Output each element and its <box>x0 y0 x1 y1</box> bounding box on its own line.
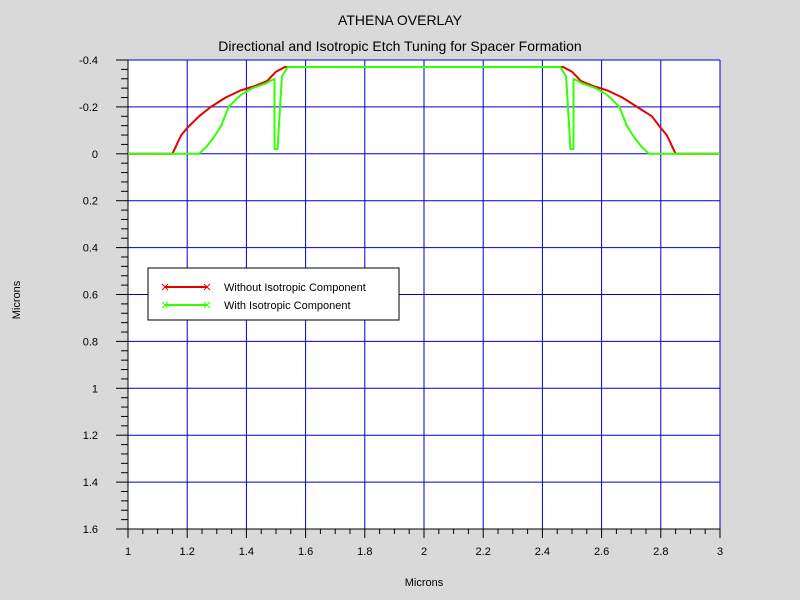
legend-label: Without Isotropic Component <box>224 282 366 294</box>
x-tick-label: 1 <box>125 546 131 558</box>
legend-marker <box>203 283 211 291</box>
x-tick-label: 3 <box>717 546 723 558</box>
y-tick-label: -0.2 <box>79 102 98 114</box>
y-tick-label: 1.4 <box>83 477 98 489</box>
y-tick-label: 0.8 <box>83 336 98 348</box>
y-tick-label: 0.6 <box>83 290 98 302</box>
x-tick-label: 1.6 <box>298 546 313 558</box>
x-axis-label: Microns <box>404 577 444 589</box>
y-axis-label: Microns <box>11 280 23 320</box>
y-tick-label: 0.4 <box>83 243 98 255</box>
x-tick-label: 2.6 <box>594 546 609 558</box>
x-tick-label: 2.2 <box>476 546 491 558</box>
legend-label: With Isotropic Component <box>224 300 351 312</box>
series-line-2 <box>128 66 720 155</box>
chart-title: ATHENA OVERLAY <box>338 12 462 28</box>
y-tick-label: 1.6 <box>83 524 98 536</box>
y-tick-label: 1.2 <box>83 430 98 442</box>
x-tick-label: 2.8 <box>653 546 668 558</box>
legend-marker <box>161 301 169 309</box>
legend-marker <box>203 301 211 309</box>
y-tick-label: 1 <box>92 383 98 395</box>
legend-box <box>147 267 400 321</box>
chart-subtitle: Directional and Isotropic Etch Tuning fo… <box>218 38 582 54</box>
x-tick-label: 1.2 <box>180 546 195 558</box>
y-tick-label: 0 <box>92 149 98 161</box>
y-tick-label: 0.2 <box>83 196 98 208</box>
legend-marker <box>161 283 169 291</box>
y-tick-label: -0.4 <box>79 55 98 67</box>
x-tick-label: 1.8 <box>357 546 372 558</box>
x-tick-label: 2 <box>421 546 427 558</box>
x-tick-label: 2.4 <box>535 546 550 558</box>
x-tick-label: 1.4 <box>239 546 254 558</box>
